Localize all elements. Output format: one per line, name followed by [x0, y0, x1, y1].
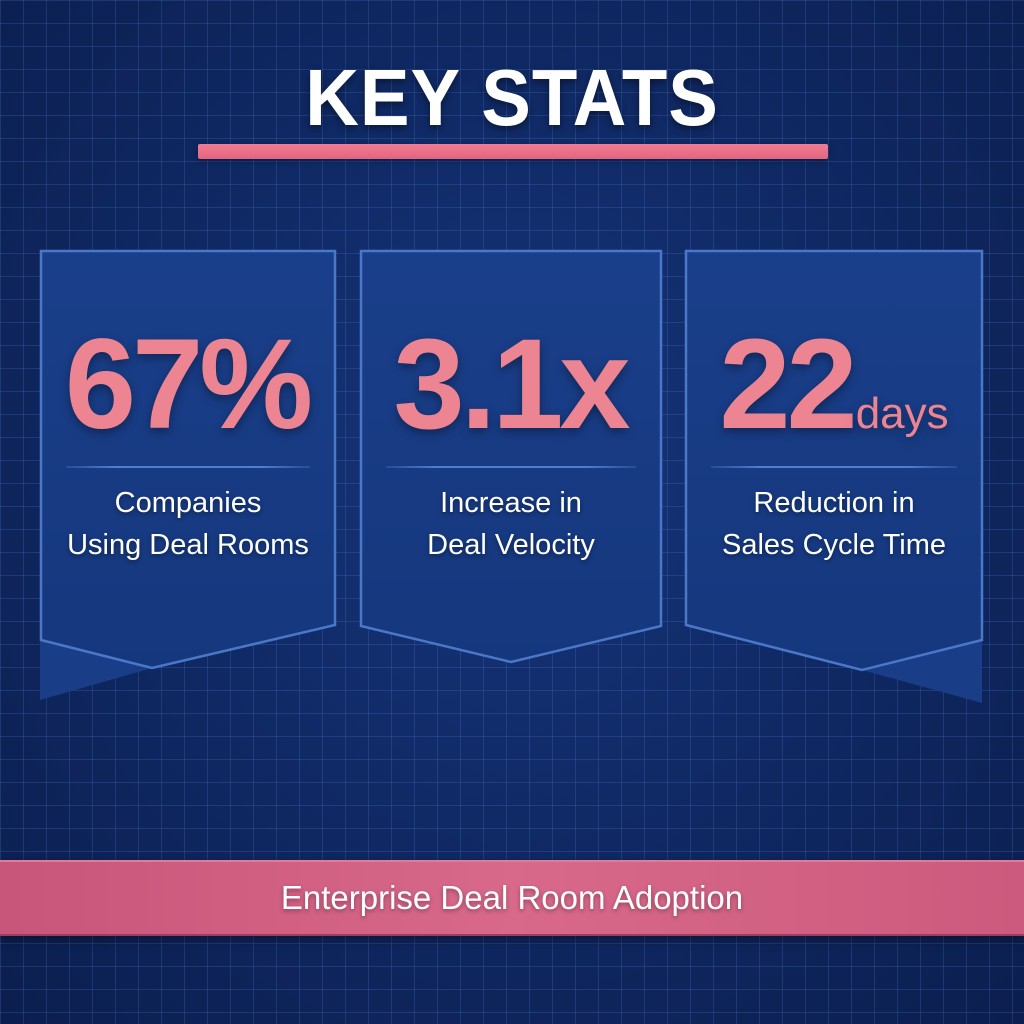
stat-label: Companies Using Deal Rooms — [67, 487, 309, 561]
stat-value: 22days — [719, 313, 949, 456]
card-divider — [711, 466, 957, 468]
ribbon-shape — [684, 249, 984, 703]
ribbon-shape — [359, 249, 663, 664]
stat-value: 3.1x — [393, 313, 630, 456]
banner-text: Enterprise Deal Room Adoption — [280, 879, 744, 916]
stat-label: Increase in Deal Velocity — [427, 487, 595, 561]
footer-banner: Enterprise Deal Room Adoption — [0, 860, 1024, 936]
card-divider — [386, 466, 636, 468]
stat-card-sales-cycle: 22days Reduction in Sales Cycle Time — [684, 249, 984, 705]
stat-card-velocity: 3.1x Increase in Deal Velocity — [359, 249, 663, 665]
card-divider — [66, 466, 310, 468]
page-title: KEY STATS — [305, 53, 719, 142]
ribbon-shape — [39, 249, 337, 700]
stat-label: Reduction in Sales Cycle Time — [721, 487, 946, 561]
stat-value: 67% — [64, 313, 313, 456]
title-underline — [198, 144, 828, 159]
stat-card-companies: 67% Companies Using Deal Rooms — [39, 249, 337, 702]
